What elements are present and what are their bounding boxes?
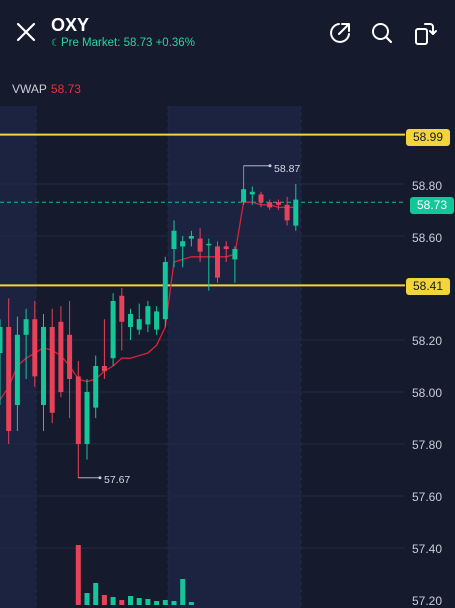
candle-body	[154, 311, 160, 330]
y-tick-label: 57.60	[412, 490, 443, 504]
candle-body	[0, 327, 3, 353]
share-icon[interactable]	[327, 20, 353, 46]
candle-body	[6, 327, 12, 431]
candle-body	[215, 246, 220, 278]
premarket-status: ☾Pre Market: 58.73 +0.36%	[51, 37, 195, 49]
y-tick-label: 58.20	[412, 334, 443, 348]
ticker-symbol: OXY	[51, 15, 90, 35]
candle-body	[171, 230, 177, 249]
candle-body	[75, 376, 81, 444]
volume-bar	[128, 596, 133, 605]
candle-body	[67, 334, 73, 379]
volume-bar	[110, 597, 116, 605]
y-tick-label: 58.80	[412, 179, 443, 193]
candle-body	[180, 241, 186, 247]
premarket-price: 58.73	[123, 37, 153, 49]
candle-body	[197, 238, 203, 252]
low-callout-label: 57.67	[104, 474, 131, 486]
vwap-label: VWAP	[12, 82, 47, 96]
session-shade	[168, 106, 301, 608]
candle-body	[23, 319, 29, 335]
close-icon[interactable]	[14, 20, 38, 44]
candle-body	[162, 262, 168, 320]
vwap-value: 58.73	[50, 82, 81, 96]
current-price-tag: 58.73	[410, 197, 454, 214]
high-callout-label: 58.87	[274, 163, 301, 175]
candle-body	[267, 202, 273, 208]
low-callout-dot	[98, 476, 102, 480]
candle-body	[101, 366, 107, 372]
volume-bar	[75, 545, 81, 605]
candle-body	[223, 246, 229, 249]
upper-level-tag[interactable]: 58.99	[406, 129, 450, 146]
header: OXY ☾Pre Market: 58.73 +0.36%	[0, 0, 455, 62]
y-tick-label: 58.60	[412, 231, 443, 245]
volume-bar	[162, 600, 168, 605]
moon-icon: ☾	[51, 38, 60, 49]
volume-bar	[119, 600, 125, 605]
search-icon[interactable]	[369, 20, 395, 46]
candle-body	[58, 321, 64, 392]
volume-bar	[171, 601, 177, 605]
volume-bar	[154, 601, 160, 605]
rotate-icon[interactable]	[412, 20, 438, 46]
candle-body	[84, 392, 90, 444]
candle-body	[275, 202, 281, 205]
volume-bar	[101, 595, 107, 605]
candle-body	[49, 327, 55, 413]
candle-body	[258, 194, 264, 203]
candle-body	[136, 319, 142, 330]
vwap-line	[0, 201, 296, 401]
candle-body	[188, 236, 194, 239]
volume-bar	[93, 583, 99, 605]
candle-body	[128, 314, 133, 327]
volume-bar	[84, 593, 90, 605]
y-tick-label: 58.00	[412, 386, 443, 400]
high-callout-dot	[268, 164, 272, 168]
volume-bar	[145, 599, 151, 605]
y-tick-label: 57.40	[412, 542, 443, 556]
candle-body	[32, 319, 38, 377]
y-tick-label: 57.20	[412, 594, 443, 608]
premarket-change: +0.36%	[155, 37, 195, 49]
candle-body	[110, 301, 116, 359]
volume-bar	[136, 598, 142, 605]
candle-body	[119, 295, 125, 322]
candle-body	[232, 249, 238, 260]
candle-body	[14, 334, 20, 405]
candle-body	[241, 189, 247, 203]
volume-bar	[180, 579, 186, 605]
lower-level-tag[interactable]: 58.41	[406, 278, 450, 295]
y-tick-label: 57.80	[412, 438, 443, 452]
premarket-label: Pre Market:	[60, 37, 121, 49]
volume-bar	[188, 602, 194, 605]
candle-body	[293, 199, 299, 226]
candle-body	[284, 204, 290, 221]
candle-body	[206, 243, 212, 246]
candle-body	[93, 366, 99, 408]
candle-body	[145, 306, 151, 325]
vwap-indicator[interactable]: VWAP 58.73	[12, 82, 81, 96]
candle-body	[249, 191, 255, 195]
candle-body	[41, 327, 46, 405]
